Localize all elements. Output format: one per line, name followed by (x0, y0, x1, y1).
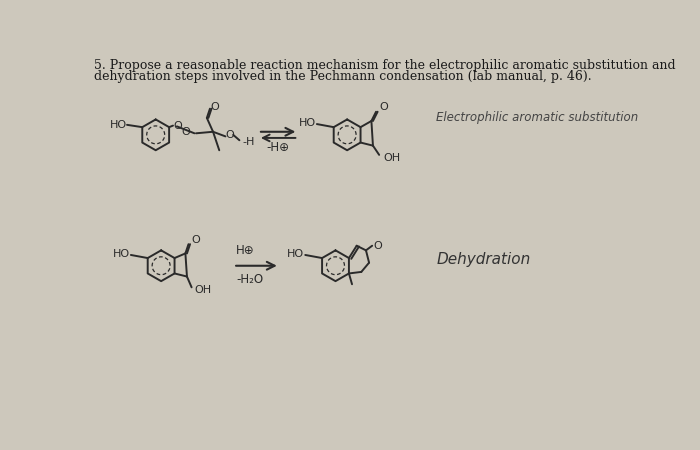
Text: OH: OH (384, 153, 401, 163)
Text: 5. Propose a reasonable reaction mechanism for the electrophilic aromatic substi: 5. Propose a reasonable reaction mechani… (94, 59, 676, 72)
Text: O: O (374, 241, 382, 251)
Text: O: O (225, 130, 234, 140)
Text: Electrophilic aromatic substitution: Electrophilic aromatic substitution (436, 112, 638, 124)
Text: HO: HO (110, 120, 127, 130)
Text: O: O (210, 102, 219, 112)
Text: O: O (379, 102, 388, 112)
Text: HO: HO (299, 118, 316, 128)
Text: -H⊕: -H⊕ (267, 141, 290, 153)
Text: H⊕: H⊕ (237, 244, 255, 257)
Text: dehydration steps involved in the Pechmann condensation (lab manual, p. 46).: dehydration steps involved in the Pechma… (94, 70, 592, 83)
Text: -H: -H (242, 137, 255, 147)
Text: Dehydration: Dehydration (436, 252, 531, 267)
Text: -H₂O: -H₂O (237, 273, 263, 286)
Text: OH: OH (195, 285, 212, 295)
Text: O: O (181, 127, 190, 137)
Text: HO: HO (113, 249, 130, 259)
Text: O: O (174, 121, 183, 130)
Text: O: O (192, 234, 200, 244)
Text: HO: HO (288, 249, 304, 259)
